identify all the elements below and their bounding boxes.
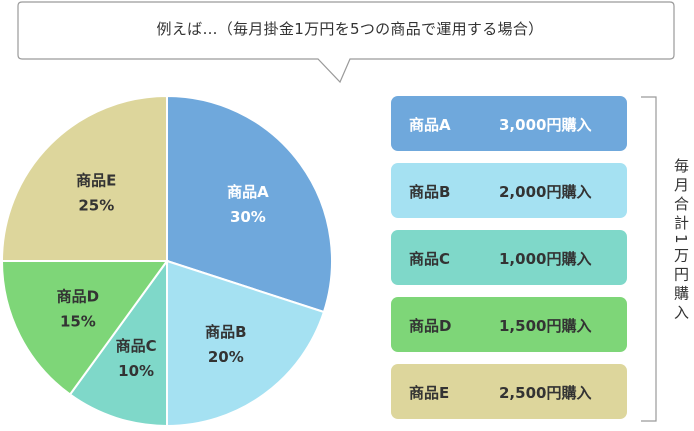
legend-item-amount: 1,000円購入 [499,250,592,268]
pie-slice [166,259,326,428]
legend-item-amount: 2,500円購入 [499,384,592,402]
pie-slice [0,94,168,262]
legend-item-e: 商品E 2,500円購入 [391,364,627,419]
pie-slice-name: 商品A [227,183,269,201]
pie-slice-name: 商品E [76,171,116,189]
callout-text: 例えば…（毎月掛金1万円を5つの商品で運用する場合） [156,20,544,38]
legend: 商品A 3,000円購入 商品B 2,000円購入 商品C 1,000円購入 商… [391,96,627,431]
pie-slice-name: 商品C [116,337,157,355]
pie-slice-value: 10% [118,362,154,380]
pie-slice-name: 商品B [205,323,246,341]
pie-chart: 商品A 30% 商品B 20% 商品C 10% 商品D 15% 商品E 25% [0,94,333,428]
legend-item-c: 商品C 1,000円購入 [391,230,627,285]
pie-slice [0,260,169,396]
pie-slice-value: 15% [60,312,96,330]
pie-slice [166,94,333,314]
legend-item-amount: 3,000円購入 [499,116,592,134]
legend-item-a: 商品A 3,000円購入 [391,96,627,151]
pie-slice [68,257,168,428]
pie-slice-name: 商品D [57,287,99,305]
legend-item-name: 商品C [409,250,451,268]
legend-item-name: 商品E [409,384,450,402]
total-label: 毎月合計1万円購入 [672,158,690,324]
legend-item-amount: 1,500円購入 [499,317,592,335]
legend-item-name: 商品B [409,183,451,201]
callout-bubble [17,1,675,84]
legend-item-amount: 2,000円購入 [499,183,592,201]
pie-slice-value: 30% [230,208,266,226]
legend-item-name: 商品A [409,116,451,134]
pie-slice-value: 20% [208,348,244,366]
legend-item-d: 商品D 1,500円購入 [391,297,627,352]
legend-item-name: 商品D [409,317,452,335]
pie-slice-value: 25% [78,196,114,214]
legend-item-b: 商品B 2,000円購入 [391,163,627,218]
